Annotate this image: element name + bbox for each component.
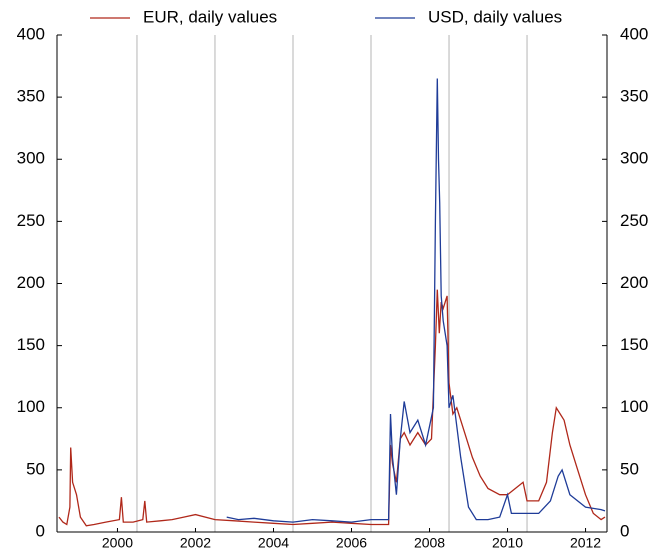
x-tick-label: 2010	[492, 535, 523, 551]
x-tick-label: 2012	[570, 535, 601, 551]
y2-tick-label: 250	[620, 211, 648, 230]
y2-tick-label: 200	[620, 273, 648, 292]
y2-tick-label: 400	[620, 24, 648, 43]
y2-tick-label: 0	[620, 521, 629, 540]
x-tick-label: 2000	[102, 535, 133, 551]
y-tick-label: 350	[17, 87, 45, 106]
x-tick-label: 2004	[258, 535, 289, 551]
y-tick-label: 100	[17, 397, 45, 416]
series-line	[226, 78, 606, 523]
y-tick-label: 0	[36, 521, 45, 540]
y-tick-label: 200	[17, 273, 45, 292]
y-tick-label: 400	[17, 24, 45, 43]
x-tick-label: 2006	[336, 535, 367, 551]
y-tick-label: 300	[17, 149, 45, 168]
y-tick-label: 50	[26, 459, 45, 478]
y2-tick-label: 350	[620, 87, 648, 106]
y2-tick-label: 300	[620, 149, 648, 168]
y2-tick-label: 150	[620, 335, 648, 354]
y-tick-label: 150	[17, 335, 45, 354]
legend-label: USD, daily values	[428, 7, 562, 26]
y2-tick-label: 50	[620, 459, 639, 478]
x-tick-label: 2002	[180, 535, 211, 551]
y2-tick-label: 100	[620, 397, 648, 416]
x-tick-label: 2008	[414, 535, 445, 551]
y-tick-label: 250	[17, 211, 45, 230]
series-line	[58, 289, 606, 527]
legend-label: EUR, daily values	[143, 7, 277, 26]
